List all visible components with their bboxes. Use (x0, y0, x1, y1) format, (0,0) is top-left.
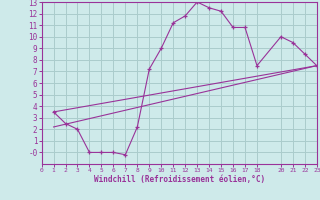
X-axis label: Windchill (Refroidissement éolien,°C): Windchill (Refroidissement éolien,°C) (94, 175, 265, 184)
